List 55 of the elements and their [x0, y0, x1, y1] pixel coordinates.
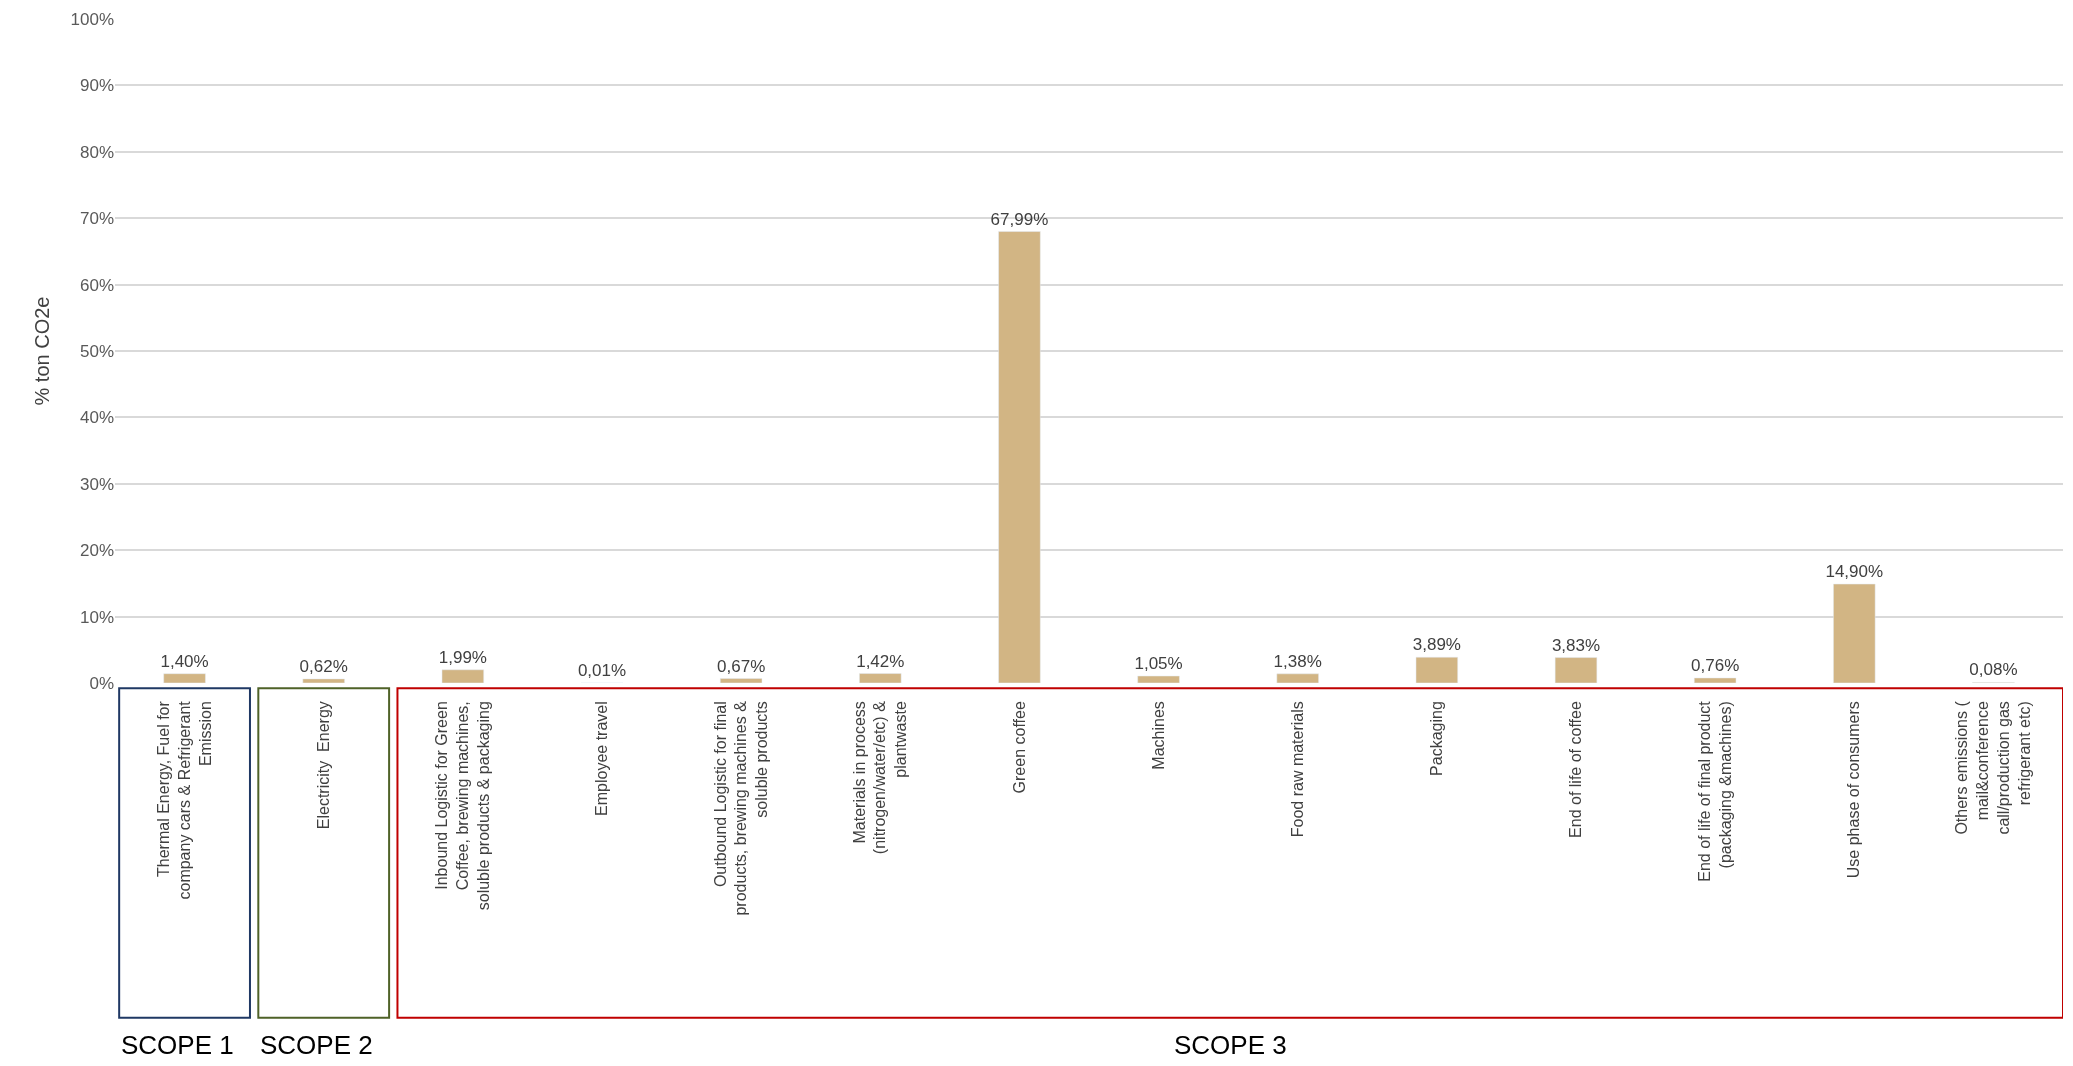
y-axis-title: % ton CO2e: [31, 296, 54, 406]
data-label: 0,62%: [299, 656, 348, 676]
data-label: 1,40%: [160, 651, 209, 671]
data-label: 0,01%: [577, 660, 627, 680]
x-tick-label: Food raw materials: [1288, 701, 1306, 838]
x-tick-label: End of life of coffee: [1567, 701, 1585, 838]
y-tick-label: 60%: [79, 275, 114, 295]
y-tick-label: 50%: [79, 341, 114, 361]
bar: [163, 673, 206, 683]
x-tick-label: Employee travel: [593, 701, 611, 816]
y-tick-label: 40%: [79, 408, 114, 428]
x-tick-label: Packaging: [1428, 701, 1446, 776]
data-label: 0,76%: [1691, 655, 1740, 675]
y-tick-label: 20%: [79, 541, 114, 561]
bar: [1554, 657, 1598, 683]
bar: [1415, 656, 1458, 683]
y-tick-label: 30%: [79, 474, 114, 494]
text: SCOPE 3: [1174, 1030, 1287, 1060]
x-tick-label: Inbound Logistic for Green Coffee, brewing machines, soluble products & packaging: [433, 701, 492, 911]
bar: [859, 673, 902, 683]
y-tick-label: 10%: [79, 607, 114, 627]
data-label: 67,99%: [990, 209, 1049, 229]
bar: [302, 678, 345, 683]
data-label: 1,99%: [438, 647, 487, 667]
text: SCOPE 1: [121, 1030, 234, 1060]
y-tick-label: 90%: [79, 76, 114, 96]
x-tick-label: Use phase of consumers: [1845, 701, 1863, 879]
data-label: 1,38%: [1273, 651, 1322, 671]
bar: [1694, 677, 1737, 683]
x-tick-label: Others emissions ( mail&conference call/production gas refrigerant etc): [1953, 700, 2033, 835]
x-tick-label: Materials in process (nitrogen/water/etc) & plantwaste: [850, 700, 910, 855]
y-tick-label: 70%: [79, 209, 114, 229]
bar: [998, 231, 1041, 683]
data-label: 0,08%: [1969, 660, 2018, 680]
bar: [1276, 673, 1319, 683]
x-tick-label: Electricity Energy: [314, 701, 332, 830]
bar: [1137, 675, 1180, 683]
x-tick-label: Thermal Energy, Fuel for company cars & Refrigerant Emission: [154, 700, 214, 900]
data-label: 1,05%: [1134, 654, 1183, 674]
data-label: 14,90%: [1825, 562, 1884, 582]
bar: [1833, 583, 1876, 683]
bar: [441, 669, 484, 683]
x-tick-label: Outbound Logistic for final products, brewing machines & soluble products: [711, 700, 771, 916]
text: SCOPE 2: [260, 1030, 373, 1060]
y-tick-label: 100%: [70, 9, 114, 29]
data-label: 3,89%: [1412, 635, 1461, 655]
data-label: 0,67%: [717, 656, 766, 676]
x-tick-label: Machines: [1149, 701, 1167, 770]
y-tick-label: 80%: [79, 142, 114, 162]
data-label: 1,42%: [856, 651, 905, 671]
data-label: 3,83%: [1551, 635, 1601, 655]
bar: [720, 678, 763, 683]
x-tick-label: Green coffee: [1010, 701, 1028, 794]
y-tick-label: 0%: [89, 673, 114, 693]
x-tick-label: End of life of final product (packaging &machines): [1695, 700, 1734, 882]
